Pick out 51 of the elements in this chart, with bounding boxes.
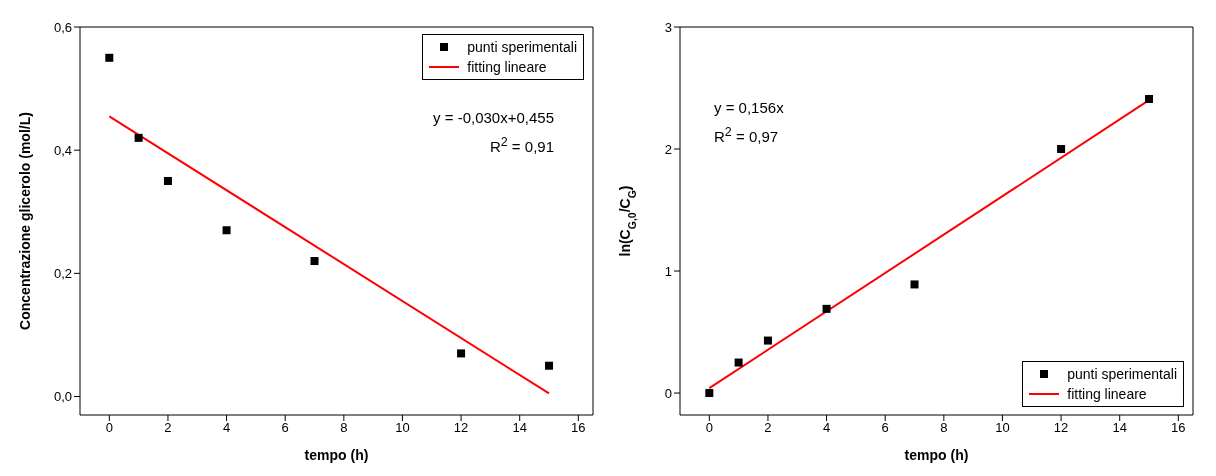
- legend-label: punti sperimentali: [1067, 366, 1177, 382]
- y-tick-label: 0,0: [53, 389, 72, 405]
- x-tick-label: 0: [705, 420, 713, 436]
- annotation: R$^{2}$ = 0,91: [488, 134, 554, 157]
- y-tick-label: 2: [664, 141, 672, 157]
- point: [822, 304, 831, 313]
- x-tick-label: 12: [1053, 420, 1069, 436]
- x-axis-title: tempo (h): [304, 447, 369, 463]
- x-tick-label: 12: [453, 420, 469, 436]
- x-tick-label: 16: [571, 420, 586, 436]
- legend-label: fitting lineare: [467, 59, 547, 75]
- y-tick-label: 3: [664, 19, 672, 35]
- x-tick-label: 0: [105, 420, 113, 436]
- point: [734, 358, 743, 367]
- x-tick-label: 10: [395, 420, 410, 436]
- x-tick-label: 4: [222, 420, 231, 436]
- x-tick-label: 2: [764, 420, 772, 436]
- point: [1057, 145, 1066, 154]
- y-tick-label: 0,6: [53, 19, 72, 35]
- y-tick-label: 1: [664, 263, 672, 279]
- y-tick-label: 0: [664, 385, 672, 401]
- point: [163, 176, 172, 185]
- x-tick-label: 6: [881, 420, 889, 436]
- annotation: y = -0,030x+0,455: [433, 108, 554, 128]
- annotation: R$^{2}$ = 0,97: [714, 124, 780, 147]
- point: [310, 257, 319, 266]
- point: [545, 361, 554, 370]
- x-tick-label: 8: [940, 420, 948, 436]
- x-tick-label: 10: [995, 420, 1010, 436]
- x-tick-label: 8: [340, 420, 348, 436]
- x-tick-label: 14: [1112, 420, 1127, 436]
- y-axis-title: Concentrazione glicerolo (mol/L): [17, 112, 33, 330]
- legend-label: fitting lineare: [1067, 386, 1147, 402]
- x-tick-label: 6: [281, 420, 289, 436]
- x-tick-label: 2: [164, 420, 172, 436]
- x-tick-label: 14: [512, 420, 527, 436]
- x-tick-label: 4: [822, 420, 831, 436]
- point: [763, 336, 772, 345]
- x-tick-label: 16: [1171, 420, 1186, 436]
- y-tick-label: 0,2: [53, 265, 72, 281]
- point: [222, 226, 231, 235]
- point: [1145, 94, 1154, 103]
- annotation: y = 0,156x: [714, 98, 784, 118]
- x-axis-title: tempo (h): [904, 447, 969, 463]
- point: [705, 389, 714, 398]
- legend-label: punti sperimentali: [467, 39, 577, 55]
- point: [910, 280, 919, 289]
- y-tick-label: 0,4: [53, 142, 72, 158]
- point: [105, 53, 114, 62]
- point: [134, 133, 143, 142]
- point: [457, 349, 466, 358]
